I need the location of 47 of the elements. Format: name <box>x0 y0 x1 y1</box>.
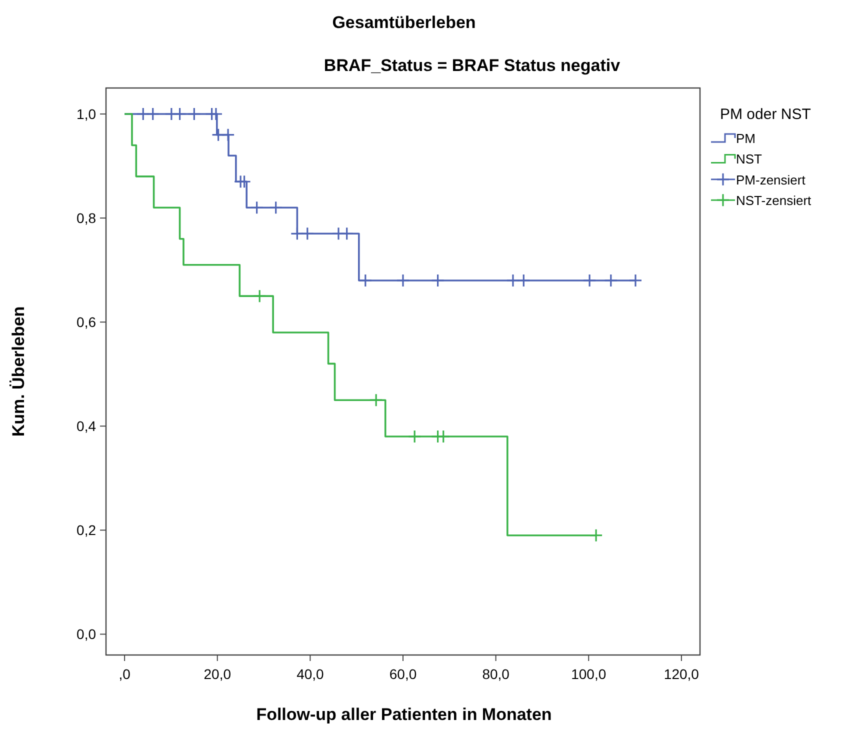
x-tick-label: 120,0 <box>664 666 700 682</box>
point <box>604 274 618 288</box>
legend-title: PM oder NST <box>720 106 811 123</box>
point <box>250 200 264 214</box>
point <box>146 107 160 121</box>
chart-subtitle: BRAF_Status = BRAF Status negativ <box>324 56 621 75</box>
legend-label: NST-zensiert <box>736 193 812 208</box>
x-axis-title: Follow-up aller Patienten in Monaten <box>256 705 552 724</box>
legend-label: PM-zensiert <box>736 172 806 188</box>
y-tick-label: 0,4 <box>76 418 96 434</box>
y-tick-label: 0,0 <box>76 626 96 642</box>
x-tick-label: ,0 <box>118 666 131 682</box>
legend-label: NST <box>736 152 762 167</box>
point <box>290 226 304 240</box>
y-tick-label: 0,6 <box>76 314 96 330</box>
y-tick-label: 1,0 <box>76 106 96 122</box>
point <box>369 393 383 407</box>
point <box>408 430 422 444</box>
point <box>506 274 520 288</box>
x-tick-label: 40,0 <box>296 666 324 682</box>
point <box>340 226 354 240</box>
y-tick-label: 0,2 <box>76 522 96 538</box>
point <box>431 274 445 288</box>
y-tick-label: 0,8 <box>76 210 96 226</box>
point <box>172 107 187 121</box>
point <box>300 226 314 240</box>
point <box>269 200 283 214</box>
point <box>136 107 150 121</box>
point <box>209 107 223 121</box>
point <box>582 274 596 288</box>
x-tick-label: 60,0 <box>389 666 417 682</box>
point <box>358 274 372 288</box>
x-tick-label: 20,0 <box>204 666 232 682</box>
point <box>516 274 530 288</box>
point <box>628 274 642 288</box>
point <box>396 274 410 288</box>
x-tick-label: 100,0 <box>571 666 606 682</box>
x-tick-label: 80,0 <box>482 666 510 682</box>
point <box>436 430 450 444</box>
point <box>237 174 252 188</box>
point <box>187 107 201 121</box>
legend-label: PM <box>736 131 756 146</box>
chart-title: Gesamtüberleben <box>332 13 476 32</box>
y-axis-title: Kum. Überleben <box>9 306 28 437</box>
point <box>252 289 266 303</box>
point <box>221 128 235 142</box>
point <box>589 528 603 542</box>
